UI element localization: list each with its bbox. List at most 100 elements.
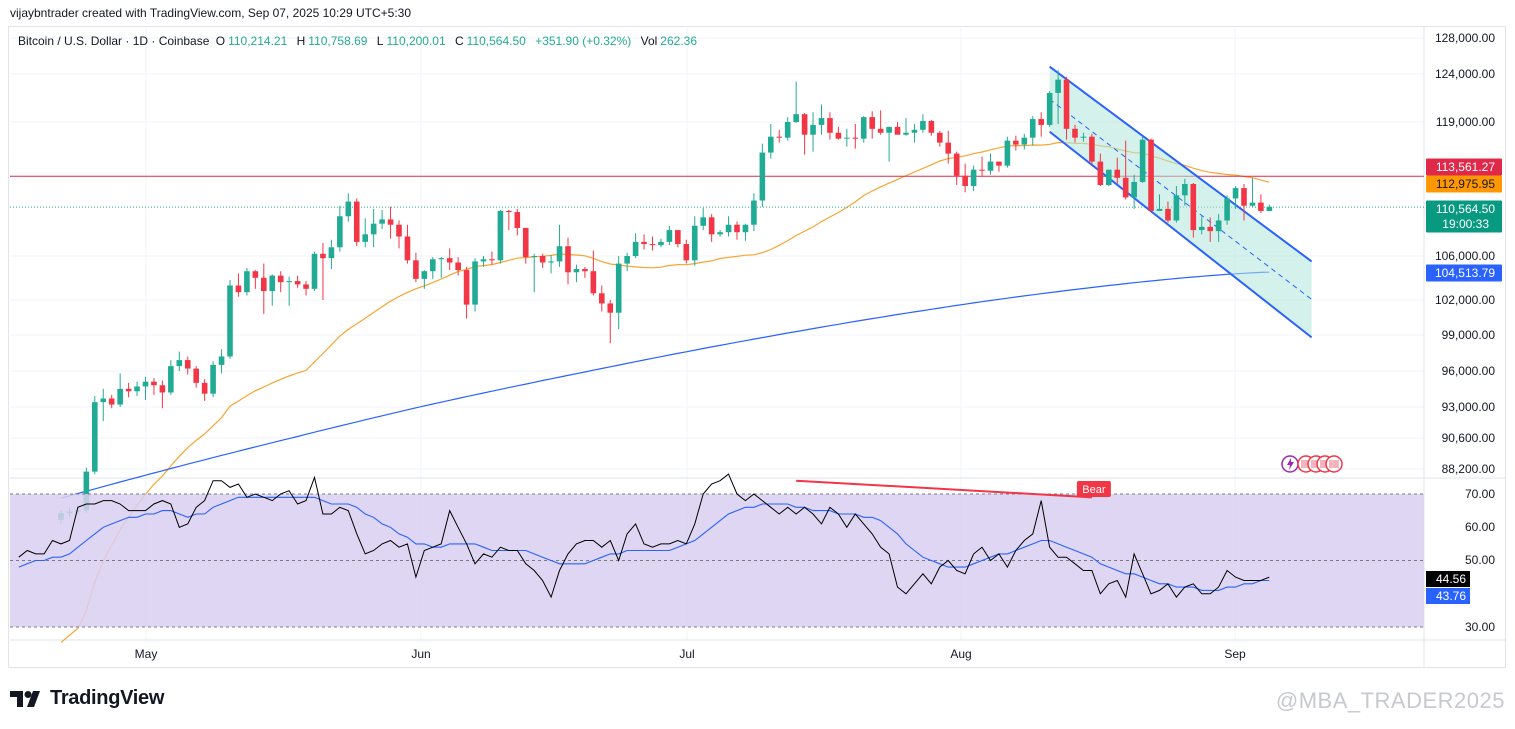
candle-body: [1055, 79, 1061, 93]
candle-body: [996, 161, 1002, 166]
candle-body: [100, 398, 107, 403]
candle-body: [345, 201, 352, 217]
candle: [582, 266, 588, 278]
candle-body: [286, 281, 292, 283]
candle-body: [463, 270, 470, 305]
candle: [928, 120, 935, 136]
candle: [1224, 195, 1230, 225]
slow-ma-price-label: 104,513.79: [1435, 266, 1495, 280]
bear-divergence-line: [796, 479, 1092, 499]
price-tick-label: 106,000.00: [1435, 249, 1495, 263]
candle: [945, 130, 952, 164]
candle-body: [1114, 169, 1121, 178]
candle-body: [108, 398, 115, 405]
rsi-tick-label: 50.00: [1465, 553, 1495, 567]
candle: [294, 275, 301, 288]
candle-body: [666, 230, 673, 242]
candle: [590, 250, 597, 296]
candle: [776, 129, 783, 143]
candle-body: [1156, 208, 1163, 211]
candle: [1131, 174, 1137, 209]
candle-body: [83, 471, 90, 511]
candle-body: [827, 118, 833, 133]
candle: [970, 165, 977, 192]
candle: [751, 193, 757, 232]
fast-ma-price-badge: [1426, 175, 1502, 193]
candle-body: [1046, 92, 1053, 125]
candle-body: [894, 126, 901, 135]
candle-body: [962, 175, 968, 187]
candle-body: [252, 271, 259, 278]
candle: [1241, 183, 1247, 221]
candle-body: [142, 381, 149, 387]
candle-body: [911, 129, 918, 133]
candle: [1055, 70, 1061, 124]
candle-body: [328, 247, 335, 259]
fast-ma-price-label: 112,975.95: [1436, 177, 1495, 191]
candle: [463, 266, 470, 319]
price-tick-label: 90,600.00: [1442, 431, 1496, 445]
candle: [556, 224, 563, 267]
candle: [641, 234, 647, 250]
candle-body: [455, 262, 461, 271]
candle-body: [184, 360, 191, 369]
price-tick-label: 93,000.00: [1442, 400, 1496, 414]
tradingview-logo[interactable]: TradingView: [10, 687, 164, 710]
candle-body: [1215, 220, 1222, 232]
candle-body: [337, 216, 343, 248]
last-price-label: 110,564.50: [1436, 202, 1495, 216]
candle: [793, 81, 799, 123]
candle: [835, 126, 842, 140]
candle: [810, 112, 816, 152]
candle-body: [810, 124, 816, 135]
candle-body: [615, 263, 622, 313]
candle: [624, 252, 630, 272]
candle: [860, 116, 867, 143]
channel-upper-line: [1049, 65, 1313, 263]
candle-body: [413, 260, 419, 279]
candle: [1156, 194, 1163, 211]
candle-body: [438, 258, 445, 260]
candle: [1046, 91, 1053, 127]
candle-body: [1165, 208, 1171, 221]
candle-body: [404, 236, 411, 261]
symbol-name[interactable]: Bitcoin / U.S. Dollar · 1D · Coinbase: [18, 34, 210, 48]
candle-body: [793, 114, 799, 122]
bear-label: Bear: [1082, 484, 1106, 496]
candle-body: [725, 224, 732, 233]
candle-body: [869, 117, 875, 129]
candle: [370, 208, 377, 248]
candle: [472, 258, 478, 312]
candle-body: [1021, 137, 1028, 145]
candle: [1173, 186, 1180, 223]
candle: [168, 360, 174, 395]
candle: [210, 361, 216, 398]
candle: [700, 207, 706, 231]
flag-stripes: [1301, 460, 1311, 468]
candle: [852, 123, 859, 149]
candle-body: [1198, 226, 1205, 231]
candle-body: [556, 246, 563, 262]
candle-body: [1004, 140, 1011, 166]
candle: [548, 254, 554, 274]
candle-body: [751, 200, 757, 225]
candle: [1207, 217, 1213, 242]
candle-body: [362, 234, 368, 242]
candle: [184, 356, 191, 375]
candle-body: [1063, 79, 1070, 129]
candle-body: [168, 366, 174, 393]
volume-value: 262.36: [660, 34, 697, 48]
candle-body: [472, 261, 478, 305]
flag-stripes: [1329, 460, 1339, 468]
candle-body: [734, 224, 740, 233]
candle: [1190, 182, 1197, 238]
close-value: 110,564.50: [466, 34, 526, 48]
candle: [362, 218, 368, 248]
candle: [962, 163, 968, 193]
rsi-ma-value-label: 43.76: [1436, 589, 1466, 603]
chart-frame: [8, 26, 1506, 668]
candle: [784, 117, 791, 141]
candle: [311, 251, 318, 292]
